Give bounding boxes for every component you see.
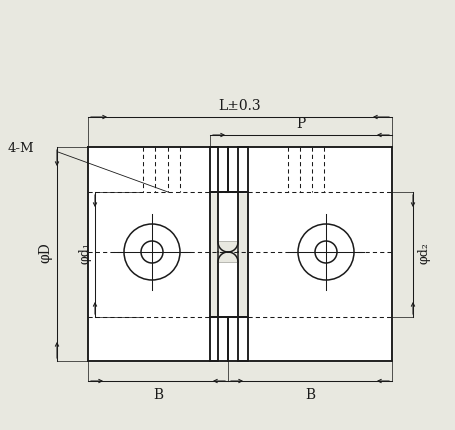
Text: φd₁: φd₁ <box>78 242 91 263</box>
Polygon shape <box>217 252 238 262</box>
Text: P: P <box>296 117 305 131</box>
Text: φD: φD <box>38 242 52 263</box>
Text: B: B <box>304 387 314 401</box>
Circle shape <box>124 224 180 280</box>
Polygon shape <box>217 243 238 252</box>
Text: L±0.3: L±0.3 <box>218 99 261 113</box>
Polygon shape <box>210 262 248 361</box>
Polygon shape <box>228 147 391 361</box>
Text: 4-M: 4-M <box>8 141 35 154</box>
Polygon shape <box>88 147 228 361</box>
Text: φd₂: φd₂ <box>417 242 430 263</box>
Polygon shape <box>210 147 248 243</box>
Circle shape <box>298 224 353 280</box>
Text: B: B <box>152 387 163 401</box>
